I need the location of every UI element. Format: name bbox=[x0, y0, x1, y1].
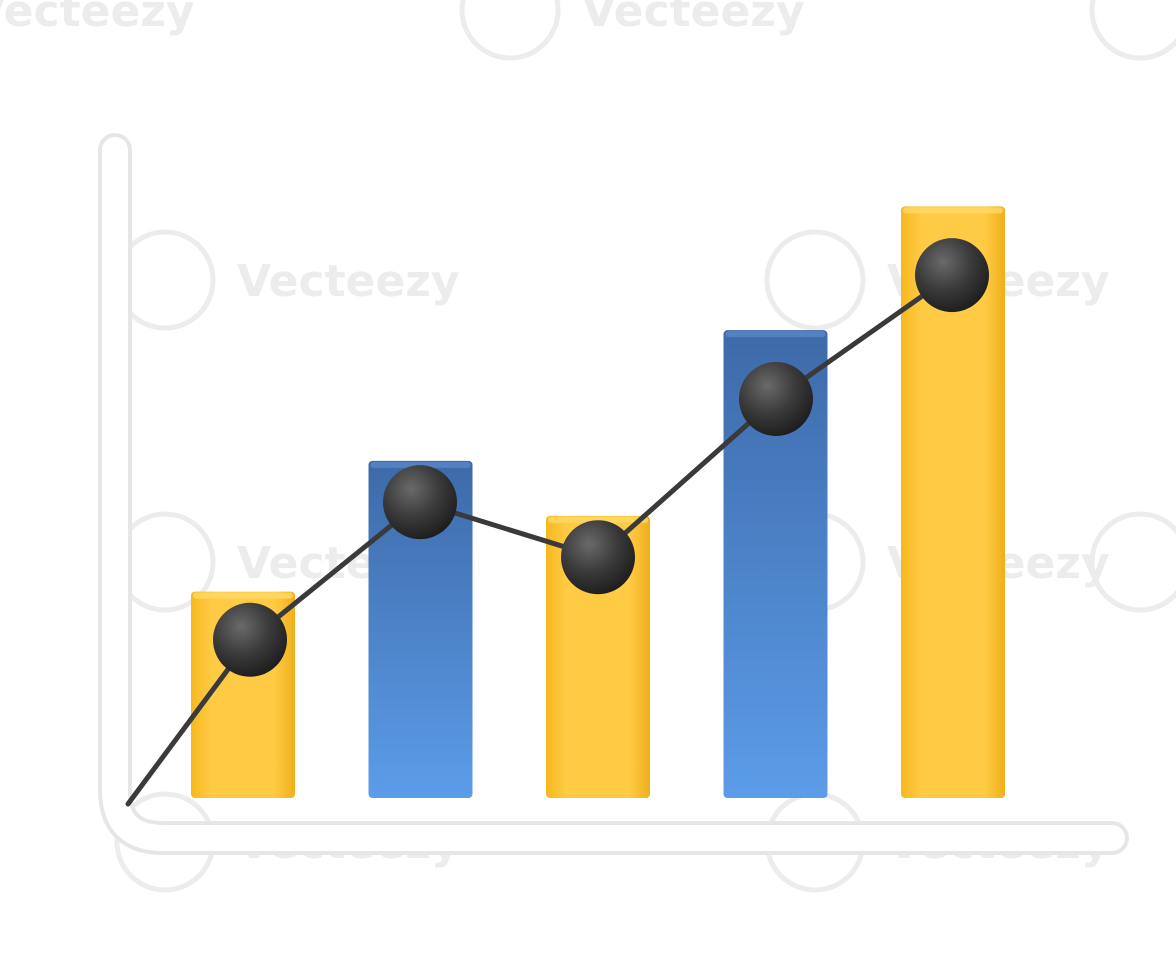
trend-marker-1 bbox=[213, 602, 287, 677]
trend-marker-4 bbox=[739, 361, 813, 436]
bar-top-highlight bbox=[193, 592, 293, 599]
watermark-text: Vecteezy bbox=[0, 0, 195, 37]
bar-top-highlight bbox=[725, 331, 826, 338]
trend-marker-5 bbox=[915, 238, 989, 313]
vecteezy-v-logo-icon bbox=[1089, 0, 1176, 61]
axis-highlight bbox=[102, 137, 1125, 851]
vecteezy-v-logo-icon bbox=[764, 229, 866, 331]
bar-top-highlight bbox=[370, 461, 471, 468]
bar-5 bbox=[901, 206, 1005, 798]
watermark-text: Vecteezy bbox=[237, 256, 460, 307]
bar-4 bbox=[723, 330, 828, 798]
trend-markers bbox=[213, 238, 989, 677]
chart-axes bbox=[98, 133, 1129, 855]
trend-marker-2 bbox=[383, 465, 457, 540]
watermark-text: Vecteezy bbox=[582, 0, 805, 37]
bar-2 bbox=[368, 460, 473, 798]
vecteezy-v-logo-icon bbox=[459, 0, 561, 61]
bar-top-highlight bbox=[903, 207, 1003, 214]
bar-3 bbox=[546, 515, 650, 798]
vecteezy-v-logo-icon bbox=[1089, 511, 1176, 613]
bars bbox=[191, 206, 1005, 798]
trend-marker-3 bbox=[561, 520, 635, 595]
bar-top-highlight bbox=[548, 516, 648, 523]
